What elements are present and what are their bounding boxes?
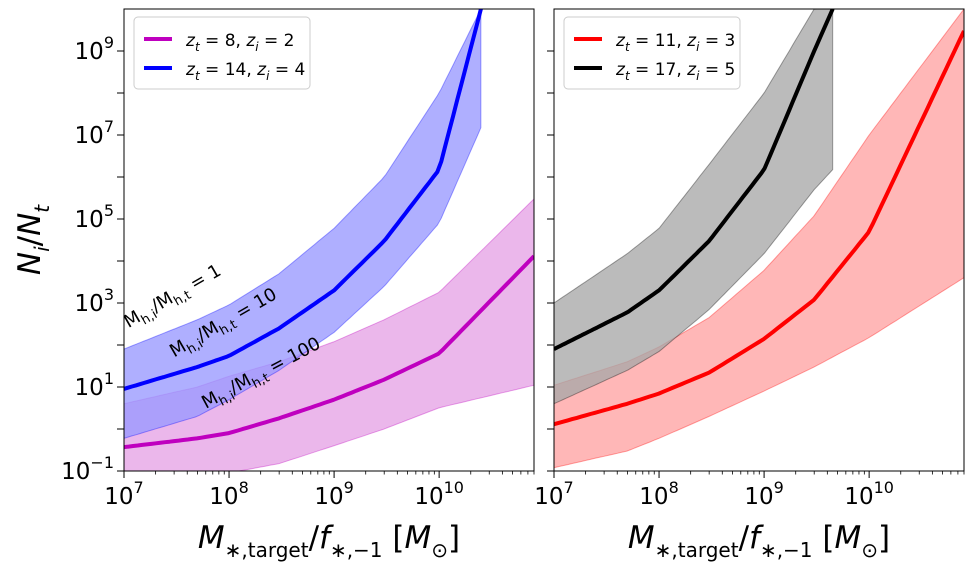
right-legend-box: [563, 16, 741, 90]
right-series-0-band: [554, 9, 964, 469]
left-x-axis-label: M∗,target/f∗,−1 [M⊙]: [198, 520, 460, 562]
right-legend: zt = 11, zi = 3 zt = 17, zi = 5: [563, 16, 741, 90]
right-x-tick-label: 1010: [844, 478, 894, 510]
left-legend-label-1: zt = 14, zi = 4: [185, 60, 305, 83]
right-legend-label-1: zt = 17, zi = 5: [615, 60, 735, 83]
y-axis-label: Ni/Nt: [12, 204, 54, 275]
y-tick-label: 10−1: [61, 453, 114, 485]
right-x-tick-label: 109: [744, 478, 783, 510]
y-tick-label: 109: [75, 33, 114, 65]
left-legend: zt = 8, zi = 2 zt = 14, zi = 4: [133, 16, 311, 90]
left-x-tick-label: 109: [314, 478, 353, 510]
left-series-1-line: [124, 9, 483, 391]
right-x-tick-label: 107: [534, 478, 573, 510]
right-series-1-line: [554, 9, 835, 351]
left-series-0-line: [124, 254, 534, 450]
left-plot-area: [124, 9, 534, 471]
left-x-tick-label: 107: [104, 478, 143, 510]
right-x-axis-label: M∗,target/f∗,−1 [M⊙]: [628, 520, 890, 562]
right-series-1-band: [554, 9, 834, 405]
right-plot-area: [554, 9, 964, 469]
left-x-tick-label: 1010: [414, 478, 464, 510]
right-series-0-line: [554, 30, 964, 427]
right-x-tick-label: 108: [639, 478, 678, 510]
y-tick-label: 103: [75, 285, 114, 317]
y-tick-label: 101: [75, 369, 114, 401]
left-legend-box: [133, 16, 311, 90]
left-series-1-band: [124, 9, 482, 439]
right-legend-label-0: zt = 11, zi = 3: [615, 31, 735, 54]
left-legend-label-0: zt = 8, zi = 2: [185, 31, 295, 54]
y-tick-label: 107: [75, 117, 114, 149]
y-tick-label: 105: [75, 201, 114, 233]
left-x-tick-label: 108: [209, 478, 248, 510]
